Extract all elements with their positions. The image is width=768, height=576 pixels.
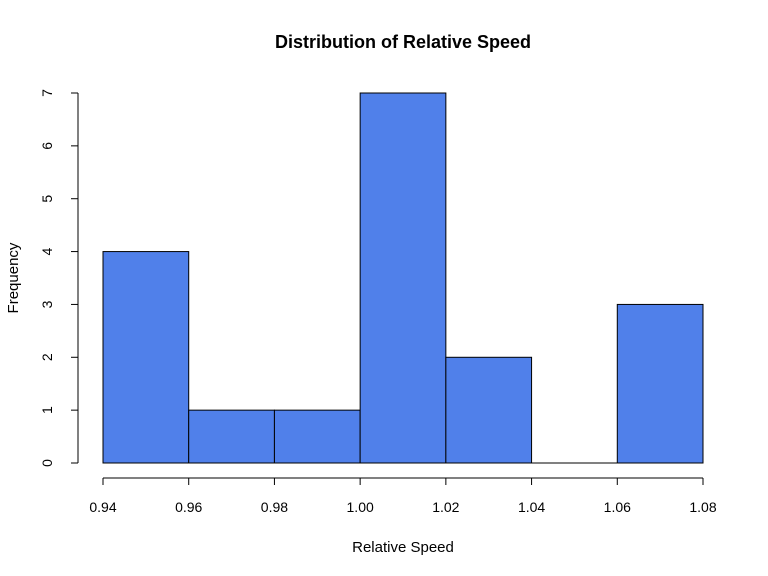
x-tick-label: 1.08 <box>689 499 716 515</box>
histogram-bar <box>445 356 533 464</box>
x-axis: 0.94 0.96 0.98 1.00 1.02 1.04 1.06 1.08 <box>89 477 717 515</box>
y-axis: 0 1 2 3 4 5 6 7 <box>39 89 79 467</box>
x-tick-label: 0.94 <box>89 499 116 515</box>
y-tick-label: 1 <box>39 406 55 414</box>
histogram-bar <box>102 251 190 464</box>
y-tick-label: 7 <box>39 89 55 97</box>
x-tick-label: 1.06 <box>604 499 631 515</box>
histogram-bar <box>188 409 275 464</box>
x-tick-label: 1.02 <box>432 499 459 515</box>
x-tick-label: 1.04 <box>518 499 545 515</box>
y-tick-label: 5 <box>39 195 55 203</box>
y-tick-label: 4 <box>39 247 55 255</box>
chart-title: Distribution of Relative Speed <box>275 32 531 52</box>
y-tick-label: 2 <box>39 353 55 361</box>
x-tick-label: 1.00 <box>347 499 374 515</box>
x-axis-label: Relative Speed <box>352 539 454 556</box>
y-axis-label: Frequency <box>5 242 22 313</box>
x-tick-label: 0.98 <box>261 499 288 515</box>
y-tick-label: 3 <box>39 300 55 308</box>
histogram-bar <box>273 409 361 464</box>
histogram-bar <box>359 92 447 464</box>
y-tick-label: 6 <box>39 142 55 150</box>
y-tick-label: 0 <box>39 459 55 467</box>
bars-group <box>102 92 704 464</box>
x-tick-label: 0.96 <box>175 499 202 515</box>
histogram-bar <box>616 303 704 464</box>
